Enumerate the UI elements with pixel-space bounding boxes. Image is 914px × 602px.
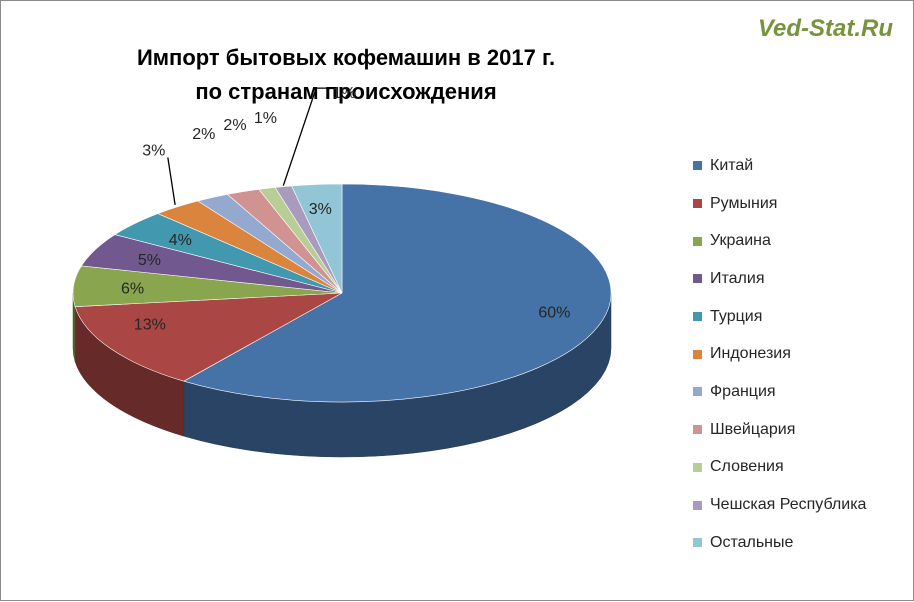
data-label-китай: 60%	[538, 305, 570, 322]
legend-item-румыния: Румыния	[693, 185, 866, 223]
pie-slice-китай	[183, 183, 612, 403]
legend-label: Индонезия	[710, 345, 791, 363]
legend-swatch	[693, 236, 702, 246]
legend-label: Турция	[710, 307, 763, 325]
legend-swatch	[693, 500, 702, 510]
pie-data-labels: 60% 13% 6% 5% 4% 3% 2% 2% 1% 1% 3%	[121, 85, 570, 333]
pie-leader-lines	[167, 87, 337, 205]
legend-label: Швейцария	[710, 420, 796, 438]
chart-title-line-2: по странам происхождения	[195, 79, 497, 104]
legend-swatch	[693, 387, 702, 397]
legend-label: Румыния	[710, 194, 778, 212]
pie-slice-румыния	[74, 292, 343, 382]
data-label-словения: 1%	[254, 110, 277, 127]
chart-legend: Китай Румыния Украина Италия Турция Индонезия…	[693, 147, 866, 562]
legend-item-франция: Франция	[693, 373, 866, 411]
data-label-турция: 4%	[169, 232, 192, 249]
legend-swatch	[693, 462, 702, 472]
data-label-франция: 2%	[192, 126, 215, 143]
leader-line-индонезия	[167, 157, 176, 205]
pie-slice-остальные	[291, 183, 343, 294]
legend-item-украина: Украина	[693, 222, 866, 260]
legend-swatch	[693, 274, 702, 284]
legend-item-чешская-республика: Чешская Республика	[693, 486, 866, 524]
legend-swatch	[693, 161, 702, 171]
legend-item-италия: Италия	[693, 260, 866, 298]
data-label-чешская-республика: 1%	[333, 85, 356, 102]
data-label-румыния: 13%	[134, 317, 166, 334]
legend-label: Китай	[710, 156, 754, 174]
chart-title-line-1: Импорт бытовых кофемашин в 2017 г.	[136, 45, 556, 70]
site-watermark: Ved-Stat.Ru	[757, 15, 893, 42]
legend-label: Франция	[710, 382, 776, 400]
legend-label: Остальные	[710, 533, 794, 551]
legend-item-турция: Турция	[693, 298, 866, 336]
data-label-остальные: 3%	[309, 201, 332, 218]
data-label-италия: 5%	[138, 252, 161, 269]
leader-line-чешская-республика	[282, 87, 337, 186]
legend-item-индонезия: Индонезия	[693, 335, 866, 373]
legend-label: Словения	[710, 458, 784, 476]
legend-label: Италия	[710, 269, 765, 287]
legend-item-остальные: Остальные	[693, 524, 866, 562]
legend-item-словения: Словения	[693, 449, 866, 487]
legend-item-швейцария: Швейцария	[693, 411, 866, 449]
legend-swatch	[693, 349, 702, 359]
data-label-украина: 6%	[121, 281, 144, 298]
legend-label: Чешская Республика	[710, 496, 867, 514]
legend-swatch	[693, 199, 702, 209]
legend-item-китай: Китай	[693, 147, 866, 185]
legend-label: Украина	[710, 232, 771, 250]
pie-slices	[72, 183, 612, 403]
legend-swatch	[693, 538, 702, 548]
data-label-швейцария: 2%	[223, 117, 246, 134]
legend-swatch	[693, 312, 702, 322]
legend-swatch	[693, 425, 702, 435]
data-label-индонезия: 3%	[142, 143, 165, 160]
